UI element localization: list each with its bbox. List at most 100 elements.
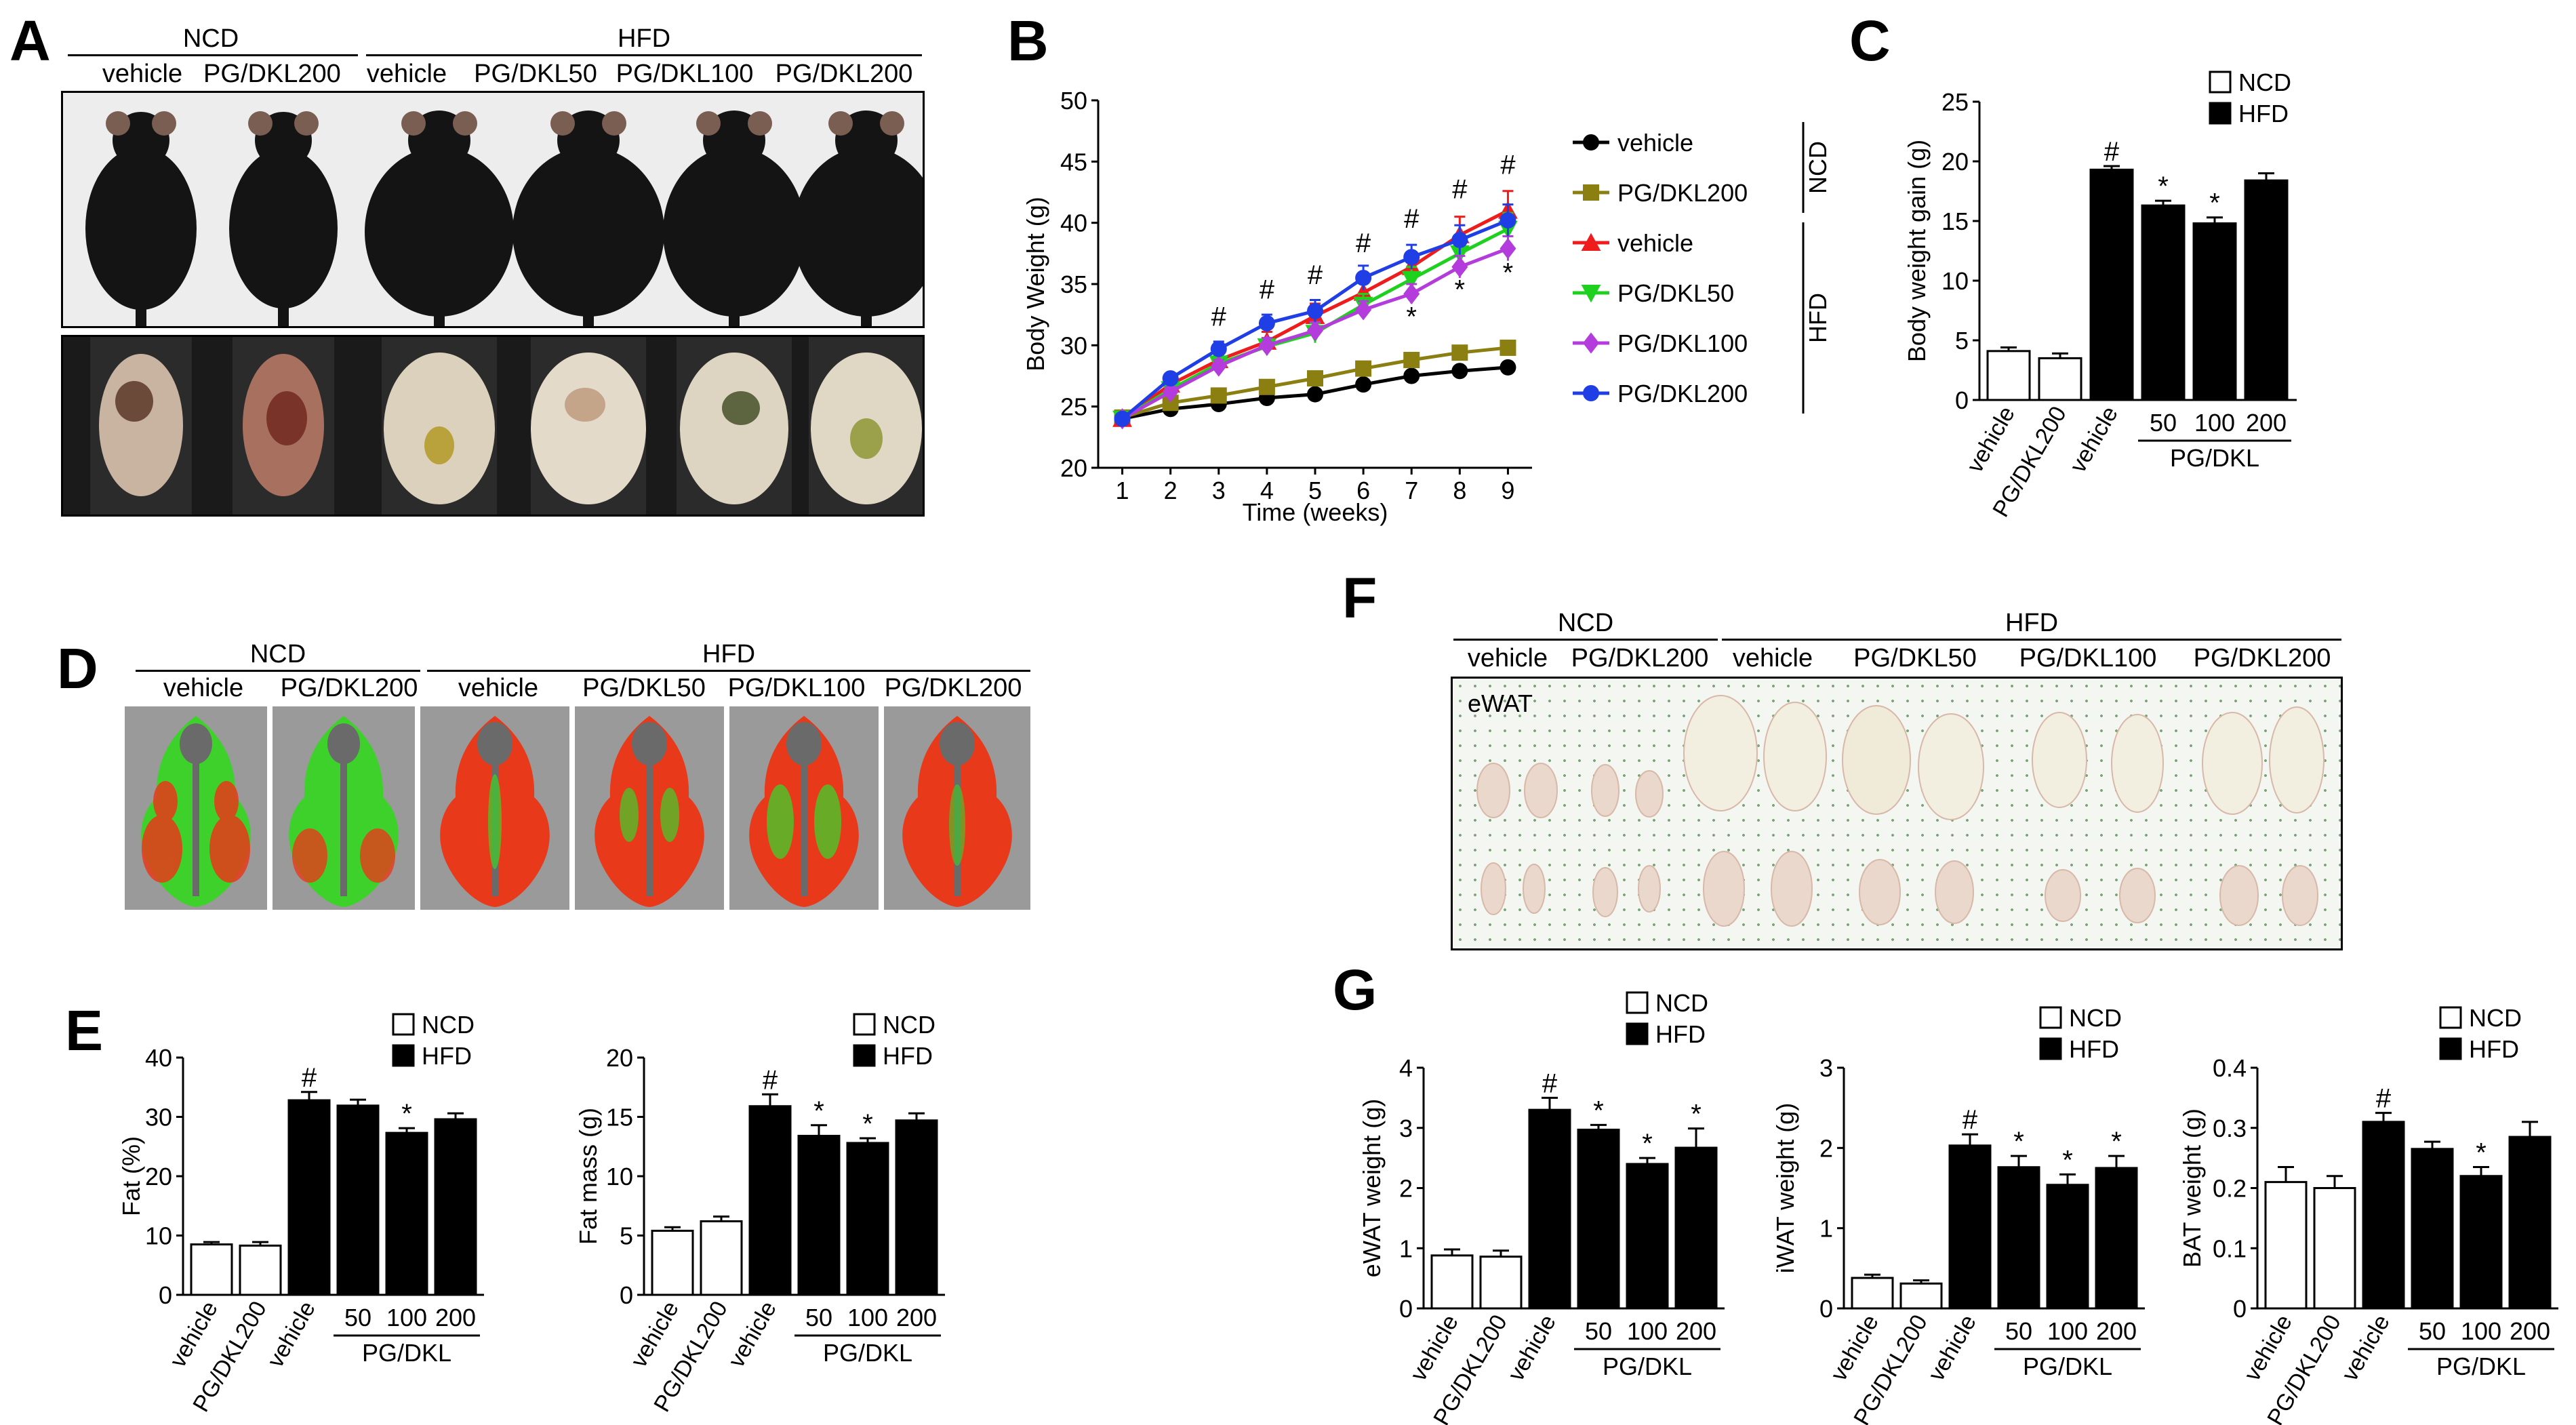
y-tick-label: 0: [159, 1281, 172, 1309]
y-tick-label: 0: [620, 1281, 633, 1309]
bar: [287, 1099, 331, 1296]
y-tick-label: 0.3: [2213, 1115, 2247, 1142]
x-tick-label: vehicle: [1923, 1310, 1981, 1386]
panel-f-col-label: PG/DKL50: [1853, 644, 1977, 673]
dexa-scan-1: [125, 706, 267, 910]
significance-mark: *: [1642, 1129, 1653, 1159]
bar: [2313, 1187, 2356, 1310]
data-point: [1355, 376, 1372, 393]
data-point: [1355, 360, 1372, 377]
significance-mark: #: [763, 1065, 778, 1095]
bar: [651, 1230, 694, 1296]
y-tick-label: 40: [145, 1044, 172, 1072]
series: [1114, 203, 1516, 427]
x-tick-label: vehicle: [723, 1297, 782, 1372]
bar: [2095, 1167, 2138, 1310]
dexa-scan-2: [273, 706, 415, 910]
significance-mark: #: [302, 1063, 317, 1093]
y-tick-label: 20: [606, 1044, 633, 1072]
bar: [1674, 1146, 1718, 1310]
panel-f-col-label: PG/DKL200: [2193, 644, 2331, 673]
x-tick-label: 200: [2096, 1317, 2137, 1345]
panel-label-a: A: [9, 9, 51, 73]
bar: [239, 1244, 282, 1296]
x-tick-label: 6: [1356, 477, 1370, 504]
significance-mark: #: [1500, 150, 1516, 180]
series: [1114, 235, 1516, 430]
x-tick-label: vehicle: [1503, 1310, 1561, 1386]
legend-label: HFD: [2469, 1035, 2519, 1063]
bar: [2244, 179, 2289, 401]
significance-mark: #: [1211, 302, 1227, 332]
legend-label: PG/DKL100: [1617, 329, 1748, 357]
panel-d-col-label: vehicle: [458, 674, 539, 702]
panel-f-col-label: vehicle: [1467, 644, 1548, 673]
y-tick-label: 3: [1819, 1054, 1833, 1082]
x-tick-label: 200: [1676, 1317, 1716, 1345]
data-point: [1353, 283, 1373, 301]
mice-dorsal-image: [85, 111, 923, 326]
significance-mark: *: [2476, 1138, 2487, 1167]
significance-mark: *: [2209, 188, 2220, 218]
bar: [1997, 1166, 2040, 1310]
mouse-silhouette: [229, 111, 338, 326]
significance-mark: #: [1308, 260, 1323, 290]
x-tick-label: 100: [847, 1304, 888, 1331]
panel-d-col-label: PG/DKL50: [582, 674, 706, 702]
legend-label: NCD: [2469, 1004, 2522, 1032]
significance-mark: *: [1406, 302, 1417, 332]
legend-label: PG/DKL50: [1617, 279, 1734, 307]
mice-dorsal-photo: [61, 91, 925, 328]
panel-label-g: G: [1333, 958, 1377, 1022]
panel-a-ncd-header: NCD: [182, 24, 239, 53]
data-point: [1500, 238, 1516, 260]
bar: [895, 1119, 938, 1296]
significance-mark: *: [1593, 1096, 1604, 1125]
bar: [2192, 222, 2237, 401]
mice-dissected-image: [90, 337, 923, 515]
bar: [1986, 350, 2031, 401]
y-tick-label: 0: [1955, 386, 1969, 414]
mouse-silhouette: [512, 111, 664, 326]
data-point: [1451, 363, 1468, 380]
y-axis-label: Fat mass (g): [574, 1108, 602, 1245]
group-label: PG/DKL: [2436, 1352, 2526, 1380]
dexa-scan-4: [575, 706, 724, 910]
group-label: PG/DKL: [2170, 444, 2259, 472]
x-tick-label: 50: [1585, 1317, 1612, 1345]
legend-label: HFD: [422, 1042, 472, 1070]
panel-a-ncd-rule: [68, 54, 358, 56]
legend-label: PG/DKL200: [1617, 380, 1748, 407]
legend-swatch-hfd: [392, 1044, 415, 1067]
significance-mark: *: [1455, 275, 1466, 305]
legend-swatch-hfd: [2209, 102, 2232, 125]
legend-label: NCD: [2069, 1004, 2122, 1032]
data-point: [1307, 302, 1323, 319]
bar: [2046, 1184, 2089, 1310]
data-point: [1162, 370, 1179, 387]
dexa-scan-6: [884, 706, 1030, 910]
bar: [1528, 1108, 1571, 1310]
x-tick-label: 8: [1453, 477, 1466, 504]
panel-f-col-label: PG/DKL200: [1571, 644, 1709, 673]
y-tick-label: 30: [1060, 332, 1087, 359]
significance-mark: #: [1452, 175, 1468, 205]
significance-mark: *: [1691, 1100, 1702, 1129]
x-tick-label: vehicle: [2337, 1310, 2395, 1386]
bar: [2089, 168, 2134, 401]
legend-group-label: HFD: [1804, 293, 1832, 343]
panel-d-col-label: PG/DKL100: [727, 674, 866, 702]
panel-d-col-label: PG/DKL200: [280, 674, 418, 702]
significance-mark: *: [2013, 1127, 2024, 1157]
panel-d-ncd-rule: [136, 670, 420, 672]
dexa-scan-3: [420, 706, 569, 910]
y-tick-label: 20: [1060, 454, 1087, 482]
data-point: [1500, 339, 1516, 356]
panel-a-hfd-rule: [366, 54, 922, 56]
x-tick-label: 100: [2194, 409, 2235, 437]
x-tick-label: 5: [1308, 477, 1322, 504]
legend-label: HFD: [2069, 1035, 2119, 1063]
bar: [190, 1243, 233, 1296]
